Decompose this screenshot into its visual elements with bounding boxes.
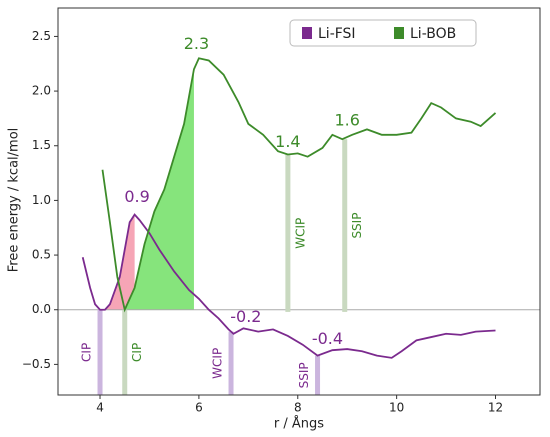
marker-label: CIP: [80, 343, 94, 362]
line: [101, 57, 497, 313]
y-tick-label: 0.5: [32, 248, 51, 262]
value-label: 0.9: [124, 187, 149, 206]
marker-bar: [97, 309, 103, 395]
legend-swatch: [302, 27, 312, 39]
x-tick-label: 4: [96, 401, 104, 415]
legend-swatch: [394, 27, 404, 39]
x-tick-label: 10: [389, 401, 404, 415]
value-label: -0.4: [312, 329, 343, 348]
x-tick-label: 12: [488, 401, 503, 415]
value-label: 1.6: [334, 110, 359, 129]
y-tick-label: 2.0: [32, 84, 51, 98]
legend-label: Li-BOB: [410, 26, 456, 42]
shaded-region: [124, 69, 194, 310]
marker-bar: [122, 309, 128, 395]
y-tick-label: 2.5: [32, 29, 51, 43]
shaded-region: [104, 214, 135, 310]
y-axis-label: Free energy / kcal/mol: [7, 128, 22, 273]
y-tick-label: 1.0: [32, 193, 51, 207]
value-label: -0.2: [230, 307, 261, 326]
line: [81, 213, 496, 359]
marker-label: CIP: [130, 343, 144, 362]
x-tick-label: 8: [294, 401, 302, 415]
plot-frame: [57, 7, 541, 396]
x-axis-label: r / Ångs: [274, 416, 324, 432]
value-label: 1.4: [275, 132, 300, 151]
marker-bar: [315, 355, 321, 395]
y-tick-label: −0.5: [22, 357, 51, 371]
legend-label: Li-FSI: [318, 26, 356, 42]
marker-label: SSIP: [297, 362, 311, 388]
legend-box: [289, 19, 477, 47]
marker-label: SSIP: [350, 213, 364, 239]
marker-label: WCIP: [293, 218, 307, 249]
y-tick-label: 1.5: [32, 138, 51, 152]
value-label: 2.3: [184, 34, 209, 53]
marker-bar: [342, 139, 348, 312]
marker-bar: [228, 331, 234, 395]
y-tick-label: 0.0: [32, 302, 51, 316]
x-tick-label: 6: [195, 401, 203, 415]
marker-bar: [285, 154, 291, 312]
marker-label: WCIP: [211, 348, 225, 379]
